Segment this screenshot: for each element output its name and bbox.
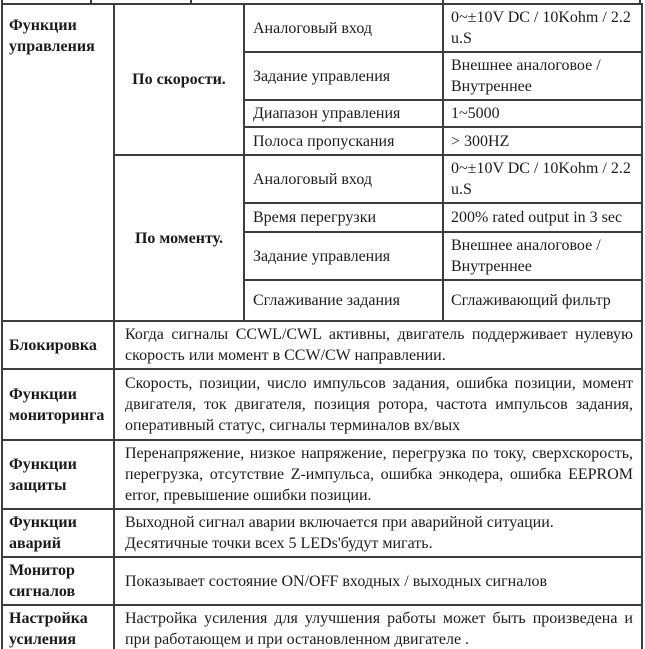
border-stub <box>442 0 444 4</box>
table-row: Сглаживание задания Сглаживающий фильтр <box>2 279 643 322</box>
table-row: Время перегрузки 200% rated output in 3 … <box>2 202 643 233</box>
table-row: Задание управления Внешнее аналоговое / … <box>2 231 643 281</box>
table-row: Функции управления По скорости. Аналогов… <box>1 3 643 322</box>
section-label-alarm-functions: Функции аварий <box>1 508 115 558</box>
table-row: Настройка усиления Настройка усиления дл… <box>1 604 643 649</box>
table-row: Полоса пропускания > 300HZ <box>2 126 643 156</box>
param-analog-input-speed: Аналоговый вход <box>243 3 444 53</box>
value-control-reference-speed: Внешнее аналоговое / Внутреннее <box>442 51 643 101</box>
table-row: Задание управления Внешнее аналоговое / … <box>2 51 643 101</box>
value-reference-smoothing: Сглаживающий фильтр <box>442 279 643 322</box>
param-analog-input-torque: Аналоговый вход <box>243 154 444 204</box>
table-row: Функции аварий Выходной сигнал аварии вк… <box>1 508 643 558</box>
border-stub <box>639 0 641 4</box>
table-row: По моменту. Аналоговый вход 0~±10V DC / … <box>2 154 643 322</box>
border-stub <box>90 0 92 4</box>
section-label-control-functions: Функции управления <box>1 3 115 322</box>
section-label-gain-tuning: Настройка усиления <box>1 604 115 649</box>
spec-table: Функции управления По скорости. Аналогов… <box>1 3 643 649</box>
table-row: Диапазон управления 1~5000 <box>2 99 643 128</box>
table-row: Функции мониторинга Скорость, позиции, ч… <box>1 368 643 441</box>
param-control-reference-torque: Задание управления <box>243 231 444 281</box>
border-stub <box>1 0 3 4</box>
table-row: Блокировка Когда сигналы CCWL/CWL активн… <box>1 320 643 370</box>
table-row: Функции защиты Перенапряжение, низкое на… <box>1 439 643 510</box>
section-label-monitoring-functions: Функции мониторинга <box>1 368 115 441</box>
description-monitoring-functions: Скорость, позиции, число импульсов задан… <box>113 368 643 441</box>
description-lock: Когда сигналы CCWL/CWL активны, двигател… <box>113 320 643 370</box>
description-protection-functions: Перенапряжение, низкое напряжение, перег… <box>113 439 643 510</box>
section-label-signal-monitor: Монитор сигналов <box>1 556 115 606</box>
section-label-protection-functions: Функции защиты <box>1 439 115 510</box>
value-analog-input-speed: 0~±10V DC / 10Kohm / 2.2 u.S <box>442 3 643 53</box>
param-reference-smoothing: Сглаживание задания <box>243 279 444 322</box>
param-overload-time: Время перегрузки <box>243 202 444 233</box>
value-control-reference-torque: Внешнее аналоговое / Внутреннее <box>442 231 643 281</box>
param-bandwidth: Полоса пропускания <box>243 126 444 156</box>
param-control-reference-speed: Задание управления <box>243 51 444 101</box>
value-overload-time: 200% rated output in 3 sec <box>442 202 643 233</box>
border-stub <box>190 0 192 4</box>
description-gain-tuning: Настройка усиления для улучшения работы … <box>113 604 643 649</box>
value-control-range: 1~5000 <box>442 99 643 128</box>
description-signal-monitor: Показывает состояние ON/OFF входных / вы… <box>113 556 643 606</box>
table-row: Монитор сигналов Показывает состояние ON… <box>1 556 643 606</box>
mode-label-torque: По моменту. <box>113 154 245 322</box>
param-control-range: Диапазон управления <box>243 99 444 128</box>
value-analog-input-torque: 0~±10V DC / 10Kohm / 2.2 u.S <box>442 154 643 204</box>
description-alarm-functions: Выходной сигнал аварии включается при ав… <box>113 508 643 558</box>
mode-label-speed: По скорости. <box>113 3 245 156</box>
value-bandwidth: > 300HZ <box>442 126 643 156</box>
section-label-lock: Блокировка <box>1 320 115 370</box>
